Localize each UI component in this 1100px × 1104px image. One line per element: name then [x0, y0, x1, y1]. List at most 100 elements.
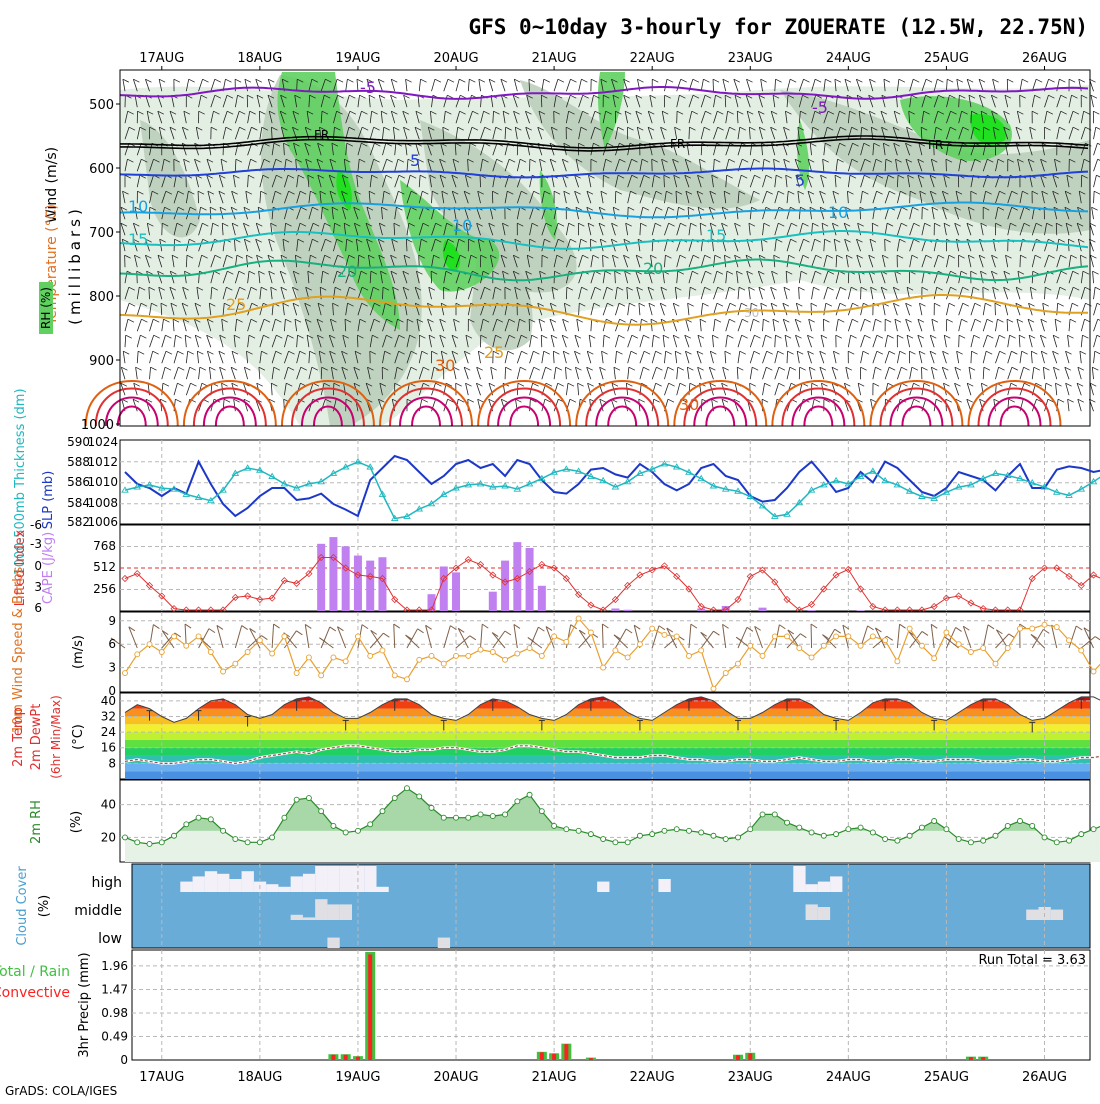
- rh2m-marker: [208, 817, 213, 822]
- precip-convective-bar: [344, 1055, 348, 1060]
- footer-credit: GrADS: COLA/IGES: [5, 1084, 117, 1098]
- wind10m-marker: [1005, 646, 1010, 651]
- wind10m-marker: [968, 650, 973, 655]
- wind-barb: [541, 95, 542, 107]
- rh2m-marker: [466, 815, 471, 820]
- rh2m-marker: [270, 835, 275, 840]
- temp-band: [120, 732, 1090, 740]
- rh2m-marker: [650, 832, 655, 837]
- wind10m-marker: [527, 646, 532, 651]
- wind10m-marker: [907, 626, 912, 631]
- cloud-level-low: low: [98, 931, 122, 947]
- ylabel-millibars: (millibars): [66, 205, 84, 325]
- wind10m-marker: [870, 634, 875, 639]
- wind10m-marker: [1067, 638, 1072, 643]
- rh2m-marker: [380, 809, 385, 814]
- precip-convective-bar: [552, 1054, 556, 1060]
- wind10m-marker: [895, 659, 900, 664]
- temp-band: [120, 740, 1090, 748]
- cloud-block: [217, 874, 229, 892]
- wind-barb: [137, 271, 138, 283]
- wind10m-marker: [883, 638, 888, 643]
- wind10m-marker: [478, 647, 483, 652]
- precip-tick-label: 0: [120, 1053, 128, 1067]
- temp-band: [120, 763, 1090, 771]
- wind10m-marker: [576, 616, 581, 621]
- wind10m-marker: [944, 630, 949, 635]
- wind10m-marker: [993, 661, 998, 666]
- cape-bar: [808, 610, 816, 611]
- wind-barb: [480, 175, 481, 187]
- wind10m-marker: [294, 671, 299, 676]
- top-date-label: 23AUG: [728, 51, 773, 66]
- rh2m-marker: [429, 805, 434, 810]
- rh2m-marker: [417, 794, 422, 799]
- rh2m-marker: [159, 840, 164, 845]
- bottom-date-label: 23AUG: [728, 1070, 773, 1085]
- rh2m-marker: [785, 820, 790, 825]
- cloud-block: [303, 917, 315, 920]
- rh2m-marker: [331, 823, 336, 828]
- wind10m-marker: [588, 630, 593, 635]
- cape-bar: [538, 586, 546, 611]
- wind10m-tick-label: 6: [108, 637, 116, 651]
- wind10m-marker: [858, 643, 863, 648]
- contour-label-30: 30: [744, 306, 759, 320]
- precip-tick-label: 0.49: [101, 1029, 128, 1043]
- wind10m-marker: [772, 634, 777, 639]
- cloud-block: [1026, 910, 1038, 920]
- cloud-block: [193, 876, 205, 892]
- contour-label-25: 25: [484, 343, 504, 362]
- contour-label-freezing: FR: [314, 128, 329, 142]
- rh2m-marker: [588, 832, 593, 837]
- wind10m-marker: [821, 643, 826, 648]
- ylabel-precip: 3hr Precip (mm): [77, 952, 92, 1057]
- precip-convective-bar: [736, 1055, 740, 1060]
- top-date-label: 26AUG: [1022, 51, 1067, 66]
- wind10m-marker: [932, 656, 937, 661]
- wind10m-marker: [208, 650, 213, 655]
- temp-band: [120, 748, 1090, 756]
- rh2m-marker: [723, 837, 728, 842]
- rh2m-marker: [834, 832, 839, 837]
- cape-bar: [501, 561, 509, 611]
- cape-bar: [526, 548, 534, 611]
- cape-tick-label: 256: [93, 582, 116, 596]
- temp-band: [120, 771, 1090, 779]
- rh2m-marker: [637, 833, 642, 838]
- cloud-block: [830, 876, 842, 892]
- wind10m-marker: [748, 643, 753, 648]
- cloud-block: [278, 887, 290, 892]
- bottom-date-label: 21AUG: [532, 1070, 577, 1085]
- cloud-block: [806, 904, 818, 920]
- cloud-level-middle: middle: [74, 903, 122, 919]
- ylabel-temp2m: 2m Temp: [11, 707, 26, 767]
- slp-tick-label: 1012: [87, 455, 118, 469]
- rh2m-marker: [1067, 838, 1072, 843]
- wind-barb: [787, 351, 788, 363]
- contour-label-10: 10: [828, 203, 848, 222]
- precip-convective-bar: [331, 1055, 335, 1060]
- bottom-date-label: 18AUG: [237, 1070, 282, 1085]
- bottom-date-label: 24AUG: [826, 1070, 871, 1085]
- bottom-date-label: 17AUG: [139, 1070, 184, 1085]
- top-date-label: 21AUG: [532, 51, 577, 66]
- run-total: Run Total = 3.63: [978, 953, 1086, 968]
- cloud-block: [818, 907, 830, 920]
- rh2m-marker: [564, 827, 569, 832]
- wind10m-marker: [736, 661, 741, 666]
- rh2m-marker: [613, 840, 618, 845]
- wind10m-marker: [1042, 622, 1047, 627]
- rh2m-marker: [1054, 840, 1059, 845]
- contour-label-minus5: -5: [812, 98, 828, 117]
- wind10m-marker: [1030, 626, 1035, 631]
- cloud-block: [291, 876, 303, 892]
- ylabel-convective: Convective: [0, 985, 70, 1001]
- cloud-block: [658, 879, 670, 892]
- rh2m-marker: [355, 828, 360, 833]
- rh2m-marker: [404, 786, 409, 791]
- rh2m-marker: [172, 833, 177, 838]
- contour-label-15: 15: [706, 226, 726, 245]
- rh2m-marker: [147, 841, 152, 846]
- wind10m-marker: [956, 642, 961, 647]
